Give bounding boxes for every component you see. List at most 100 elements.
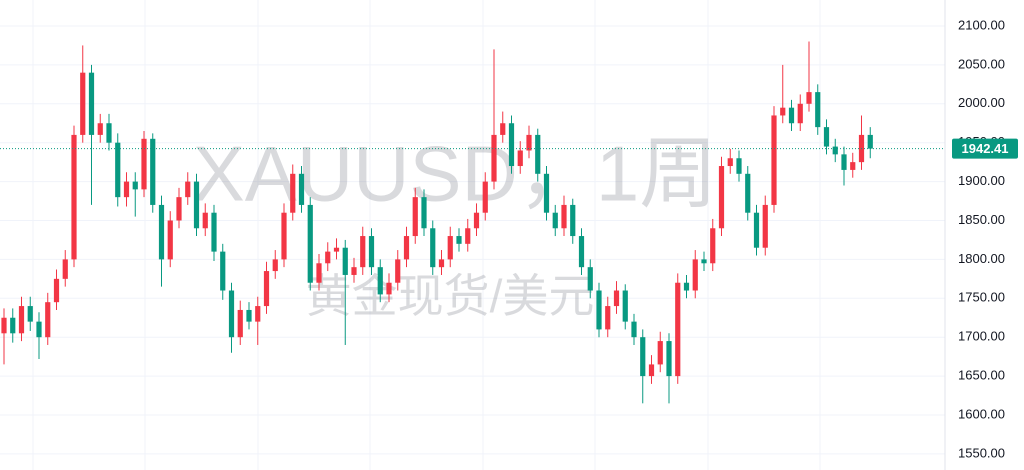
- candle-body: [797, 103, 803, 124]
- candle-body: [578, 236, 585, 268]
- candle-body: [430, 228, 436, 268]
- candle-body: [587, 267, 593, 291]
- price-grid: [0, 25, 945, 455]
- candle-body: [596, 290, 602, 330]
- candle-body: [325, 251, 331, 264]
- candle-body: [316, 263, 322, 283]
- candle-body: [202, 212, 208, 229]
- candle-body: [106, 123, 112, 143]
- last-price-badge: [952, 138, 1018, 159]
- candle-body: [263, 271, 270, 307]
- candle-body: [150, 138, 156, 205]
- candle-body: [281, 212, 287, 260]
- candle-body: [237, 309, 243, 338]
- candle-body: [342, 247, 348, 275]
- candle-body: [718, 166, 725, 229]
- candle-body: [570, 204, 576, 237]
- candle-body: [832, 146, 838, 155]
- candle-body: [10, 317, 16, 334]
- candle-body: [97, 123, 103, 135]
- candle-body: [622, 290, 628, 322]
- y-tick-label: 1650.00: [958, 368, 1005, 383]
- candle-body: [438, 259, 445, 268]
- candle-body: [605, 306, 611, 330]
- candle-body: [80, 72, 86, 135]
- candle-body: [683, 282, 690, 291]
- candle-body: [36, 321, 42, 338]
- candle-body: [613, 290, 620, 307]
- candle-body: [115, 142, 121, 198]
- candle-body: [298, 173, 305, 205]
- watermark-symbol: XAUUSD，1周: [193, 130, 717, 218]
- candle-body: [71, 134, 77, 260]
- candle-body: [841, 154, 847, 170]
- candle-body: [1, 317, 7, 334]
- price-axis: 1550.00 1600.00 1650.00 1700.00 1750.00 1800.…: [952, 17, 1018, 460]
- candle-body: [255, 306, 261, 322]
- candle-body: [421, 197, 427, 229]
- candle-body: [788, 107, 795, 124]
- candle-body: [473, 212, 480, 229]
- candle-body: [535, 134, 541, 174]
- candle-body: [736, 158, 742, 174]
- candle-body: [333, 247, 340, 252]
- candle-body: [307, 204, 313, 283]
- watermark-name: 黄金现货/美元: [306, 270, 595, 322]
- candle-body: [176, 197, 182, 221]
- candle-body: [500, 123, 506, 135]
- candle-body: [491, 134, 497, 182]
- candle-body: [272, 259, 278, 272]
- candle-body: [640, 337, 646, 377]
- candle-body: [701, 259, 707, 264]
- candle-body: [675, 282, 681, 377]
- candle-body: [710, 228, 716, 264]
- candle-body: [447, 236, 453, 260]
- candle-body: [850, 162, 856, 170]
- candle-body: [368, 236, 375, 268]
- y-tick-label: 1850.00: [958, 212, 1005, 227]
- candle-body: [692, 259, 698, 291]
- candle-body: [745, 173, 751, 213]
- candle-body: [228, 290, 235, 338]
- y-tick-label: 2050.00: [958, 56, 1005, 71]
- candle-body: [508, 123, 515, 167]
- candle-body: [211, 212, 217, 252]
- candle-body: [762, 204, 768, 248]
- candle-body: [815, 92, 821, 128]
- candle-body: [543, 173, 550, 213]
- y-tick-label: 1750.00: [958, 290, 1005, 305]
- candle-body: [806, 92, 812, 104]
- candle-body: [465, 228, 471, 244]
- candle-body: [666, 341, 672, 377]
- y-tick-label: 1900.00: [958, 173, 1005, 188]
- candle-body: [403, 236, 410, 260]
- candle-body: [561, 204, 567, 229]
- candles: [0, 41, 945, 404]
- candle-body: [823, 127, 830, 147]
- candle-body: [132, 181, 138, 190]
- candle-body: [517, 150, 523, 167]
- y-tick-label: 1550.00: [958, 445, 1005, 460]
- y-tick-label: 2000.00: [958, 95, 1005, 110]
- candle-body: [753, 212, 760, 248]
- candle-body: [53, 278, 60, 303]
- candle-body: [482, 181, 488, 213]
- candle-body: [27, 306, 33, 322]
- last-price-label: 1942.41: [962, 141, 1009, 156]
- time-grid: [32, 0, 821, 470]
- candle-body: [727, 158, 733, 167]
- candle-body: [456, 236, 462, 244]
- candle-body: [657, 341, 663, 365]
- candle-body: [412, 197, 418, 237]
- candle-body: [290, 173, 296, 213]
- candle-body: [648, 364, 655, 377]
- candle-body: [867, 134, 873, 149]
- candle-body: [141, 138, 147, 190]
- candle-body: [552, 212, 558, 229]
- candle-body: [526, 134, 532, 151]
- y-tick-label: 1800.00: [958, 251, 1005, 266]
- y-tick-label: 2100.00: [958, 17, 1005, 32]
- candle-body: [123, 181, 130, 198]
- candle-body: [88, 72, 95, 135]
